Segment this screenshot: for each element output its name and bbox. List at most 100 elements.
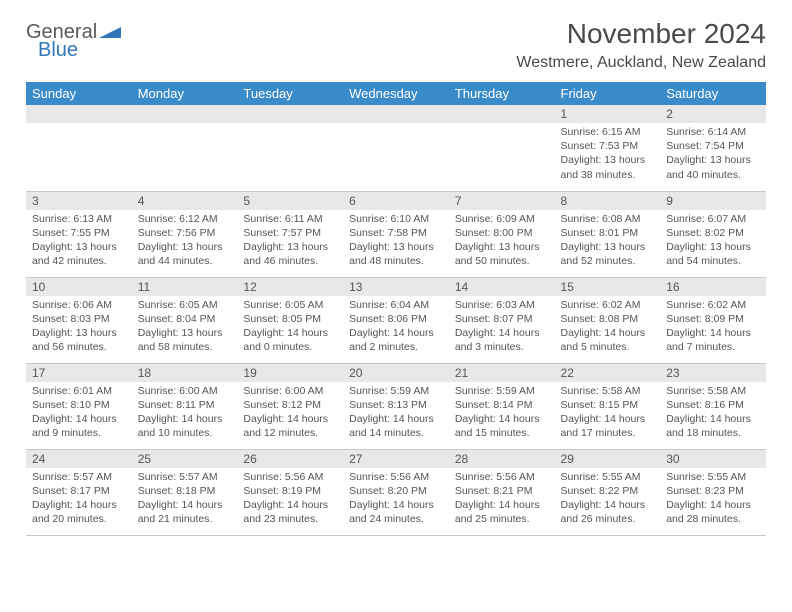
day-info: Sunrise: 6:00 AMSunset: 8:12 PMDaylight:…	[237, 382, 343, 445]
day-info: Sunrise: 5:59 AMSunset: 8:13 PMDaylight:…	[343, 382, 449, 445]
dayname-header: Sunday	[26, 82, 132, 105]
day-number: 29	[555, 450, 661, 468]
calendar-day-cell: 7Sunrise: 6:09 AMSunset: 8:00 PMDaylight…	[449, 191, 555, 277]
day-number: 23	[660, 364, 766, 382]
calendar-day-cell: 30Sunrise: 5:55 AMSunset: 8:23 PMDayligh…	[660, 449, 766, 535]
day-info: Sunrise: 5:59 AMSunset: 8:14 PMDaylight:…	[449, 382, 555, 445]
day-number: 3	[26, 192, 132, 210]
calendar-day-cell: 1Sunrise: 6:15 AMSunset: 7:53 PMDaylight…	[555, 105, 661, 191]
calendar-day-cell: 13Sunrise: 6:04 AMSunset: 8:06 PMDayligh…	[343, 277, 449, 363]
day-number-empty	[343, 105, 449, 123]
day-number: 10	[26, 278, 132, 296]
day-info: Sunrise: 5:56 AMSunset: 8:21 PMDaylight:…	[449, 468, 555, 531]
day-number: 11	[132, 278, 238, 296]
calendar-day-cell	[237, 105, 343, 191]
day-number: 18	[132, 364, 238, 382]
title-block: November 2024 Westmere, Auckland, New Ze…	[516, 18, 766, 72]
day-info: Sunrise: 6:02 AMSunset: 8:09 PMDaylight:…	[660, 296, 766, 359]
calendar-table: SundayMondayTuesdayWednesdayThursdayFrid…	[26, 82, 766, 536]
day-number: 6	[343, 192, 449, 210]
day-number: 16	[660, 278, 766, 296]
calendar-day-cell: 11Sunrise: 6:05 AMSunset: 8:04 PMDayligh…	[132, 277, 238, 363]
day-info: Sunrise: 6:14 AMSunset: 7:54 PMDaylight:…	[660, 123, 766, 186]
day-info: Sunrise: 6:10 AMSunset: 7:58 PMDaylight:…	[343, 210, 449, 273]
calendar-day-cell: 15Sunrise: 6:02 AMSunset: 8:08 PMDayligh…	[555, 277, 661, 363]
day-info-empty	[449, 123, 555, 183]
calendar-day-cell: 6Sunrise: 6:10 AMSunset: 7:58 PMDaylight…	[343, 191, 449, 277]
calendar-day-cell: 22Sunrise: 5:58 AMSunset: 8:15 PMDayligh…	[555, 363, 661, 449]
calendar-day-cell: 26Sunrise: 5:56 AMSunset: 8:19 PMDayligh…	[237, 449, 343, 535]
day-number: 15	[555, 278, 661, 296]
day-number: 19	[237, 364, 343, 382]
day-number: 27	[343, 450, 449, 468]
day-info-empty	[237, 123, 343, 183]
calendar-day-cell: 24Sunrise: 5:57 AMSunset: 8:17 PMDayligh…	[26, 449, 132, 535]
day-number: 9	[660, 192, 766, 210]
page-header: General Blue November 2024 Westmere, Auc…	[26, 18, 766, 72]
dayname-header: Tuesday	[237, 82, 343, 105]
calendar-day-cell: 23Sunrise: 5:58 AMSunset: 8:16 PMDayligh…	[660, 363, 766, 449]
day-info-empty	[26, 123, 132, 183]
calendar-week-row: 17Sunrise: 6:01 AMSunset: 8:10 PMDayligh…	[26, 363, 766, 449]
calendar-day-cell: 12Sunrise: 6:05 AMSunset: 8:05 PMDayligh…	[237, 277, 343, 363]
dayname-header: Wednesday	[343, 82, 449, 105]
calendar-body: 1Sunrise: 6:15 AMSunset: 7:53 PMDaylight…	[26, 105, 766, 535]
day-info: Sunrise: 5:57 AMSunset: 8:18 PMDaylight:…	[132, 468, 238, 531]
dayname-row: SundayMondayTuesdayWednesdayThursdayFrid…	[26, 82, 766, 105]
day-number: 30	[660, 450, 766, 468]
day-info: Sunrise: 6:02 AMSunset: 8:08 PMDaylight:…	[555, 296, 661, 359]
calendar-day-cell: 18Sunrise: 6:00 AMSunset: 8:11 PMDayligh…	[132, 363, 238, 449]
calendar-day-cell: 17Sunrise: 6:01 AMSunset: 8:10 PMDayligh…	[26, 363, 132, 449]
calendar-week-row: 24Sunrise: 5:57 AMSunset: 8:17 PMDayligh…	[26, 449, 766, 535]
calendar-day-cell: 10Sunrise: 6:06 AMSunset: 8:03 PMDayligh…	[26, 277, 132, 363]
day-info: Sunrise: 6:04 AMSunset: 8:06 PMDaylight:…	[343, 296, 449, 359]
calendar-day-cell: 20Sunrise: 5:59 AMSunset: 8:13 PMDayligh…	[343, 363, 449, 449]
day-number: 25	[132, 450, 238, 468]
day-info: Sunrise: 5:56 AMSunset: 8:19 PMDaylight:…	[237, 468, 343, 531]
day-info: Sunrise: 5:58 AMSunset: 8:15 PMDaylight:…	[555, 382, 661, 445]
calendar-day-cell: 4Sunrise: 6:12 AMSunset: 7:56 PMDaylight…	[132, 191, 238, 277]
day-number-empty	[237, 105, 343, 123]
day-number: 21	[449, 364, 555, 382]
dayname-header: Monday	[132, 82, 238, 105]
day-info: Sunrise: 6:15 AMSunset: 7:53 PMDaylight:…	[555, 123, 661, 186]
calendar-day-cell: 2Sunrise: 6:14 AMSunset: 7:54 PMDaylight…	[660, 105, 766, 191]
day-number: 20	[343, 364, 449, 382]
day-info: Sunrise: 5:55 AMSunset: 8:22 PMDaylight:…	[555, 468, 661, 531]
calendar-day-cell: 19Sunrise: 6:00 AMSunset: 8:12 PMDayligh…	[237, 363, 343, 449]
calendar-week-row: 10Sunrise: 6:06 AMSunset: 8:03 PMDayligh…	[26, 277, 766, 363]
day-number-empty	[26, 105, 132, 123]
day-number: 2	[660, 105, 766, 123]
calendar-week-row: 3Sunrise: 6:13 AMSunset: 7:55 PMDaylight…	[26, 191, 766, 277]
day-info: Sunrise: 6:03 AMSunset: 8:07 PMDaylight:…	[449, 296, 555, 359]
day-number: 8	[555, 192, 661, 210]
day-info: Sunrise: 6:05 AMSunset: 8:05 PMDaylight:…	[237, 296, 343, 359]
day-info: Sunrise: 6:13 AMSunset: 7:55 PMDaylight:…	[26, 210, 132, 273]
location: Westmere, Auckland, New Zealand	[516, 54, 766, 72]
day-number: 7	[449, 192, 555, 210]
day-info: Sunrise: 6:06 AMSunset: 8:03 PMDaylight:…	[26, 296, 132, 359]
logo-word2: Blue	[26, 40, 121, 60]
day-number: 24	[26, 450, 132, 468]
calendar-day-cell	[132, 105, 238, 191]
calendar-day-cell: 21Sunrise: 5:59 AMSunset: 8:14 PMDayligh…	[449, 363, 555, 449]
day-info: Sunrise: 6:01 AMSunset: 8:10 PMDaylight:…	[26, 382, 132, 445]
calendar-day-cell: 3Sunrise: 6:13 AMSunset: 7:55 PMDaylight…	[26, 191, 132, 277]
day-info: Sunrise: 5:56 AMSunset: 8:20 PMDaylight:…	[343, 468, 449, 531]
dayname-header: Saturday	[660, 82, 766, 105]
day-number: 17	[26, 364, 132, 382]
day-number: 1	[555, 105, 661, 123]
day-info: Sunrise: 5:58 AMSunset: 8:16 PMDaylight:…	[660, 382, 766, 445]
dayname-header: Friday	[555, 82, 661, 105]
calendar-day-cell: 27Sunrise: 5:56 AMSunset: 8:20 PMDayligh…	[343, 449, 449, 535]
day-info-empty	[343, 123, 449, 183]
day-info: Sunrise: 6:09 AMSunset: 8:00 PMDaylight:…	[449, 210, 555, 273]
day-info: Sunrise: 6:00 AMSunset: 8:11 PMDaylight:…	[132, 382, 238, 445]
day-info: Sunrise: 6:08 AMSunset: 8:01 PMDaylight:…	[555, 210, 661, 273]
calendar-day-cell	[343, 105, 449, 191]
day-number: 13	[343, 278, 449, 296]
calendar-day-cell: 5Sunrise: 6:11 AMSunset: 7:57 PMDaylight…	[237, 191, 343, 277]
day-number: 14	[449, 278, 555, 296]
day-info: Sunrise: 6:05 AMSunset: 8:04 PMDaylight:…	[132, 296, 238, 359]
month-title: November 2024	[516, 18, 766, 50]
